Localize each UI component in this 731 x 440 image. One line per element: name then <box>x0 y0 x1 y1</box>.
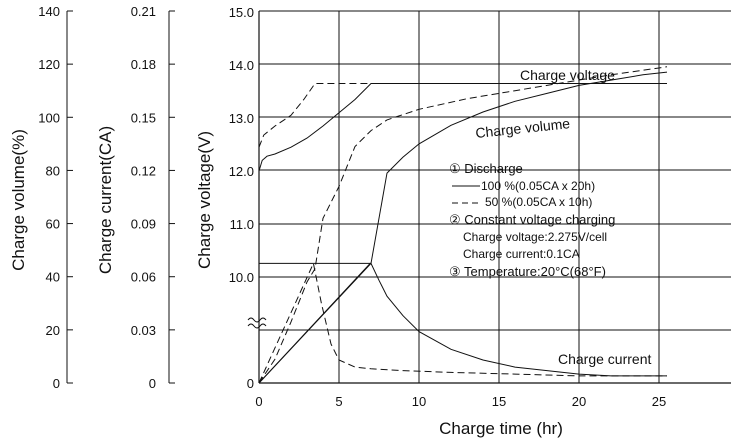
series-current-100 <box>258 262 667 384</box>
voltage-tick-label-2: 11.0 <box>230 217 254 232</box>
current-axis-title: Charge current(CA) <box>96 126 115 274</box>
voltage-tick-label-4: 13.0 <box>229 111 254 126</box>
volume-axis-title: Charge volume(%) <box>9 129 28 271</box>
voltage-tick-label-5: 14.0 <box>229 58 254 73</box>
voltage-axis-title: Charge voltage(V) <box>195 131 214 269</box>
label-charge-voltage: Charge voltage <box>520 67 615 83</box>
annotation-line-1: ① Discharge <box>449 161 523 176</box>
volume-tick-label-3: 60 <box>46 217 60 232</box>
annotation-line-7: ③ Temperature:20°C(68°F) <box>449 264 606 279</box>
volume-tick-label-7: 140 <box>38 4 60 19</box>
voltage-tick-label-0: 0 <box>247 376 254 391</box>
current-tick-label-6: 0.18 <box>131 57 156 72</box>
voltage-tick-label-6: 15.0 <box>229 5 254 20</box>
grid-layer <box>259 10 731 383</box>
series-voltage-50 <box>258 83 371 148</box>
voltage-tick-label-3: 12.0 <box>229 164 254 179</box>
x-tick-label-5: 25 <box>652 394 666 409</box>
x-tick-label-1: 5 <box>335 394 342 409</box>
volume-tick-label-4: 80 <box>46 163 60 178</box>
series-current-50 <box>258 261 667 384</box>
annotation-line-4: ② Constant voltage charging <box>449 212 615 227</box>
volume-tick-label-6: 120 <box>38 57 60 72</box>
annotation-line-2: 100 %(0.05CA x 20h) <box>481 179 595 193</box>
annotation-line-3: 50 %(0.05CA x 10h) <box>485 195 592 209</box>
axis-break-marker <box>247 317 267 329</box>
x-tick-label-3: 15 <box>492 394 506 409</box>
volume-tick-label-0: 0 <box>53 376 60 391</box>
annotation-line-5: Charge voltage:2.275V/cell <box>463 230 607 244</box>
axes-layer <box>66 10 731 384</box>
series-volume-50 <box>258 66 668 384</box>
x-tick-label-0: 0 <box>255 394 262 409</box>
annotation-line-6: Charge current:0.1CA <box>463 247 580 261</box>
current-tick-label-7: 0.21 <box>131 4 156 19</box>
x-axis-title: Charge time (hr) <box>439 419 563 438</box>
current-tick-label-1: 0.03 <box>131 323 156 338</box>
volume-tick-label-1: 20 <box>46 323 60 338</box>
label-charge-current: Charge current <box>558 351 651 367</box>
series-volume-100 <box>258 71 668 384</box>
annotation-box: ① Discharge 100 %(0.05CA x 20h) 50 %(0.0… <box>449 161 615 279</box>
x-tick-label-2: 10 <box>412 394 426 409</box>
volume-tick-label-5: 100 <box>38 110 60 125</box>
series-voltage-100 <box>258 83 667 172</box>
current-tick-label-2: 0.06 <box>131 270 156 285</box>
current-tick-label-4: 0.12 <box>131 163 156 178</box>
voltage-tick-label-1: 10.0 <box>229 270 254 285</box>
series-layer <box>258 66 668 384</box>
x-tick-label-4: 20 <box>572 394 586 409</box>
current-tick-label-3: 0.09 <box>131 217 156 232</box>
current-tick-label-5: 0.15 <box>131 110 156 125</box>
volume-tick-label-2: 40 <box>46 270 60 285</box>
label-charge-volume: Charge volume <box>475 115 571 141</box>
current-tick-label-0: 0 <box>149 376 156 391</box>
